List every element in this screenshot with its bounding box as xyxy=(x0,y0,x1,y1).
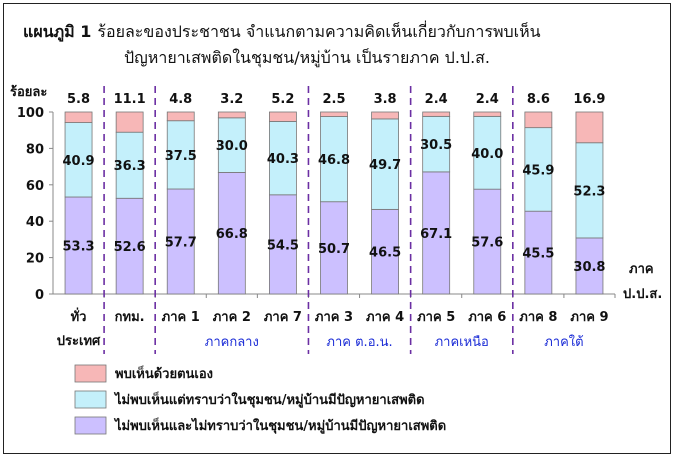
data-label-top: 5.2 xyxy=(271,92,294,107)
region-label: ภาค ต.อ.น. xyxy=(326,335,392,350)
data-label-top: 11.1 xyxy=(114,92,146,107)
y-tick-label: 60 xyxy=(26,179,44,194)
region-label: ภาคกลาง xyxy=(205,335,259,350)
data-label-top: 3.8 xyxy=(374,92,397,107)
data-label: 30.5 xyxy=(420,138,452,153)
data-label: 52.6 xyxy=(114,240,146,255)
data-label-top: 16.9 xyxy=(573,92,605,107)
bar-segment xyxy=(64,111,93,123)
data-label: 45.5 xyxy=(522,247,554,262)
bar-segment xyxy=(524,111,553,129)
bar-segment xyxy=(64,196,93,295)
data-label: 66.8 xyxy=(216,227,248,242)
x-tick-label: กทม. xyxy=(115,310,145,325)
data-label: 40.9 xyxy=(63,154,95,169)
bar-segment xyxy=(115,111,144,133)
bar-segment xyxy=(422,171,451,295)
data-label: 49.7 xyxy=(369,158,401,173)
legend-swatch xyxy=(74,390,107,409)
x-tick-label: ภาค 4 xyxy=(366,310,404,325)
y-axis-label: ร้อยละ xyxy=(10,84,47,100)
data-label: 46.8 xyxy=(318,153,350,168)
bar-segment xyxy=(166,188,195,295)
data-label: 40.3 xyxy=(267,152,299,167)
bar-segment xyxy=(575,111,604,144)
data-label: 50.7 xyxy=(318,242,350,257)
y-tick-label: 40 xyxy=(26,215,44,230)
bar-segment xyxy=(64,122,93,198)
legend: พบเห็นด้วยตนเองไม่พบเห็นแต่ทราบว่าในชุมช… xyxy=(74,364,446,435)
data-label: 67.1 xyxy=(420,227,452,242)
legend-label: ไม่พบเห็นแต่ทราบว่าในชุมชน/หมู่บ้านมีปัญ… xyxy=(113,390,425,408)
x-tick-label: ภาค 6 xyxy=(468,310,506,325)
data-label: 40.0 xyxy=(471,147,503,162)
data-label: 30.0 xyxy=(216,139,248,154)
bar-segment xyxy=(473,111,502,117)
y-tick-label: 80 xyxy=(26,142,44,157)
bar-segment xyxy=(371,111,399,120)
bar-segment xyxy=(371,208,399,295)
x-tick-label: ทั่ว xyxy=(71,307,87,325)
x-axis-label-line1: ภาค xyxy=(629,262,654,277)
data-label-top: 3.2 xyxy=(220,92,243,107)
data-label-top: 8.6 xyxy=(527,92,550,107)
chart-title-bold: แผนภูมิ 1 xyxy=(23,22,91,43)
x-tick-label: ประเทศ xyxy=(57,334,101,349)
chart-svg: แผนภูมิ 1 ร้อยละของประชาชน จำแนกตามความคิ… xyxy=(10,20,662,435)
bar-segment xyxy=(422,115,451,173)
legend-swatch xyxy=(74,416,107,435)
y-tick-label: 100 xyxy=(17,106,44,121)
bar-segment xyxy=(473,188,502,295)
legend-label: ไม่พบเห็นและไม่ทราบว่าในชุมชน/หมู่บ้านมี… xyxy=(113,416,446,434)
chart-frame: แผนภูมิ 1 ร้อยละของประชาชน จำแนกตามความคิ… xyxy=(3,3,671,454)
data-label: 45.9 xyxy=(522,163,554,178)
x-axis-label-line2: ป.ป.ส. xyxy=(623,287,662,302)
data-label-top: 2.5 xyxy=(322,92,345,107)
data-label: 46.5 xyxy=(369,246,401,261)
bar-segment xyxy=(269,121,297,196)
x-tick-label: ภาค 5 xyxy=(417,310,455,325)
bar-segment xyxy=(166,120,195,190)
bar-segment xyxy=(524,210,553,295)
data-label: 52.3 xyxy=(573,184,605,199)
x-tick-label: ภาค 9 xyxy=(570,310,608,325)
data-label-top: 2.4 xyxy=(476,92,499,107)
data-label: 37.5 xyxy=(165,149,197,164)
data-label-top: 2.4 xyxy=(425,92,448,107)
data-label: 57.6 xyxy=(471,236,503,251)
chart-title-line1: แผนภูมิ 1 ร้อยละของประชาชน จำแนกตามความคิ… xyxy=(23,20,541,43)
y-tick-label: 0 xyxy=(35,288,44,303)
data-label-top: 4.8 xyxy=(169,92,192,107)
data-label-top: 5.8 xyxy=(67,92,90,107)
data-label: 36.3 xyxy=(114,159,146,174)
bar-segment xyxy=(575,142,604,239)
bar-segment xyxy=(422,111,451,117)
bar-segment xyxy=(371,118,399,210)
bar-segment xyxy=(166,111,195,122)
bar-segment xyxy=(217,111,246,119)
x-tick-label: ภาค 3 xyxy=(315,310,353,325)
x-tick-label: ภาค 8 xyxy=(519,310,557,325)
legend-swatch xyxy=(74,364,107,383)
bar-segment xyxy=(320,116,348,203)
data-label: 53.3 xyxy=(63,239,95,254)
bar-segment xyxy=(269,111,297,122)
bar-segment xyxy=(575,237,604,295)
bar-segment xyxy=(320,111,348,117)
chart-title-line2: ปัญหายาเสพติดในชุมชน/หมู่บ้าน เป็นรายภาค… xyxy=(124,47,490,68)
region-label: ภาคเหนือ xyxy=(435,334,489,350)
x-tick-label: ภาค 1 xyxy=(162,310,200,325)
legend-label: พบเห็นด้วยตนเอง xyxy=(115,364,213,382)
data-label: 54.5 xyxy=(267,238,299,253)
data-label: 57.7 xyxy=(165,235,197,250)
y-tick-label: 20 xyxy=(26,252,44,267)
region-label: ภาคใต้ xyxy=(544,334,583,350)
chart-title-rest: ร้อยละของประชาชน จำแนกตามความคิดเห็นเกี่… xyxy=(97,20,540,41)
data-label: 30.8 xyxy=(573,260,605,275)
x-tick-label: ภาค 7 xyxy=(264,310,302,325)
bar-segment xyxy=(115,131,144,199)
x-tick-label: ภาค 2 xyxy=(213,310,251,325)
